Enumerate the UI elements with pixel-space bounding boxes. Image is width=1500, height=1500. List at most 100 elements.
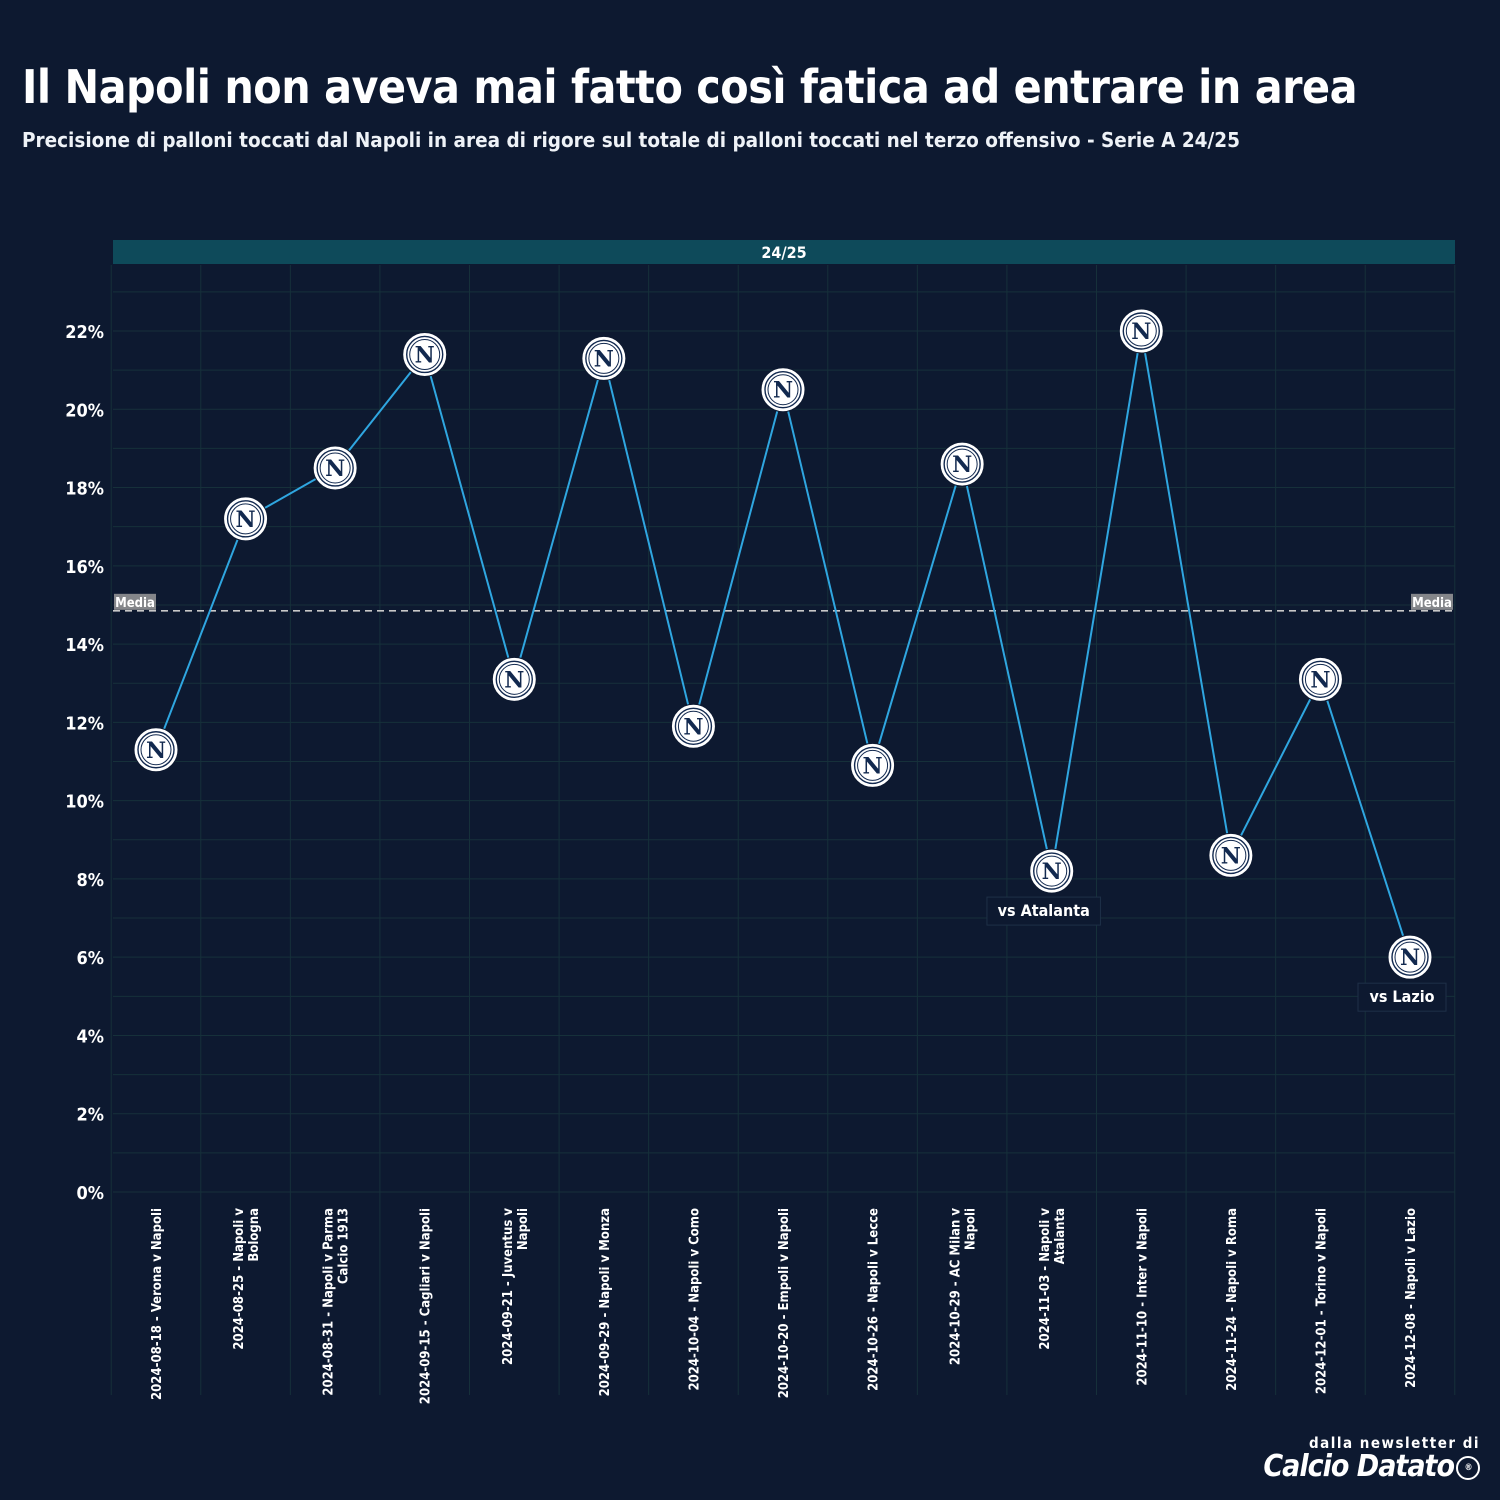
ball-icon: ® (1456, 1455, 1480, 1480)
y-tick-label: 4% (77, 1026, 105, 1047)
annotation-box (986, 896, 1101, 926)
napoli-badge-icon: N (146, 738, 166, 764)
x-tick-label: 2024-08-18 - Verona v Napoli (150, 1208, 165, 1400)
marker-ring (943, 445, 981, 483)
x-tick-label: 2024-09-29 - Napoli v Monza (598, 1208, 613, 1396)
marker-inner-ring (230, 503, 262, 535)
x-tick-label-line: Atalanta (1053, 1208, 1068, 1264)
y-tick-label: 20% (65, 400, 104, 421)
footer-brand-text: Calcio Datato (1263, 1449, 1455, 1484)
napoli-badge-icon: N (1310, 667, 1330, 693)
marker-inner-ring (409, 338, 441, 370)
x-tick-label: 2024-10-29 - AC Milan v Napoli (949, 1208, 979, 1365)
marker-outer (133, 727, 179, 773)
marker-ring (495, 660, 533, 699)
marker-ring (1122, 312, 1160, 350)
x-tick-label-line: Calcio 1913 (337, 1208, 352, 1284)
marker-outer (850, 742, 896, 788)
y-tick-label: 6% (77, 948, 105, 969)
y-tick-label: 2% (77, 1105, 105, 1126)
data-point: N (402, 331, 448, 377)
mean-label-right: Media (1412, 596, 1452, 611)
x-tick-label-line: 2024-08-25 - Napoli v (232, 1208, 247, 1350)
x-tick-label-line: 2024-10-26 - Napoli v Lecce (867, 1208, 882, 1391)
x-tick-label: 2024-11-03 - Napoli v Atalanta (1038, 1208, 1068, 1350)
x-tick-label: 2024-10-26 - Napoli v Lecce (867, 1208, 882, 1391)
napoli-badge-icon: N (1221, 843, 1241, 869)
napoli-badge-icon: N (504, 667, 524, 693)
marker-inner-ring (677, 710, 709, 742)
marker-ring (137, 731, 175, 769)
marker-inner-ring (319, 452, 351, 484)
y-tick-label: 8% (77, 870, 105, 891)
x-tick-label: 2024-09-15 - Cagliari v Napoli (419, 1208, 434, 1404)
data-point: N (1387, 934, 1433, 980)
marker-ring (1391, 938, 1429, 976)
mean-label-left: Media (115, 596, 155, 611)
data-point: N (850, 742, 896, 788)
mean-label-box (114, 593, 156, 610)
marker-ring (764, 371, 802, 409)
chart-title: Il Napoli non aveva mai fatto così fatic… (22, 60, 1358, 114)
marker-outer (939, 441, 985, 487)
marker-ring (585, 339, 623, 378)
x-tick-label: 2024-11-10 - Inter v Napoli (1135, 1208, 1150, 1386)
marker-outer (1387, 934, 1433, 980)
napoli-badge-icon: N (863, 753, 883, 779)
x-tick-label-line: 2024-09-15 - Cagliari v Napoli (419, 1208, 434, 1404)
data-point: N (760, 367, 806, 413)
x-tick-label-line: Napoli (516, 1208, 531, 1250)
x-tick-label: 2024-08-31 - Napoli v Parma Calcio 1913 (322, 1208, 352, 1396)
facet-label: 24/25 (761, 243, 806, 262)
napoli-badge-icon: N (1131, 319, 1151, 345)
footer-brand-logo: Calcio Datato ® (1263, 1452, 1480, 1482)
data-point: N (491, 656, 537, 702)
annotation-box (1357, 982, 1447, 1012)
y-tick-label: 14% (65, 635, 104, 656)
napoli-badge-icon: N (773, 378, 793, 404)
data-point: N (312, 445, 358, 491)
data-point: N (581, 335, 627, 381)
marker-outer (491, 656, 537, 702)
marker-inner-ring (1304, 663, 1336, 695)
x-tick-label-line: 2024-11-10 - Inter v Napoli (1135, 1208, 1150, 1386)
x-tick-label-line: 2024-11-24 - Napoli v Roma (1225, 1208, 1240, 1391)
marker-inner-ring (1394, 941, 1426, 973)
marker-ring (406, 335, 444, 374)
x-tick-label: 2024-10-20 - Empoli v Napoli (777, 1208, 792, 1398)
x-tick-label-line: 2024-08-31 - Napoli v Parma (322, 1208, 337, 1396)
marker-outer (1029, 848, 1075, 894)
marker-outer (1297, 656, 1343, 702)
marker-ring (853, 746, 892, 785)
annotation-label: vs Atalanta (998, 901, 1090, 920)
x-tick-label: 2024-12-08 - Napoli v Lazio (1404, 1208, 1419, 1388)
napoli-badge-icon: N (594, 346, 614, 372)
x-tick-label-line: 2024-09-29 - Napoli v Monza (598, 1208, 613, 1396)
x-tick-label-line: 2024-08-18 - Verona v Napoli (150, 1208, 165, 1400)
x-tick-label-line: 2024-12-01 - Torino v Napoli (1314, 1208, 1329, 1394)
data-point: N (1297, 656, 1343, 702)
marker-inner-ring (498, 663, 530, 695)
napoli-badge-icon: N (236, 507, 256, 533)
marker-ring (1301, 660, 1340, 699)
x-tick-label-line: 2024-11-03 - Napoli v (1038, 1208, 1053, 1350)
x-tick-label-line: 2024-09-21 - Juventus v (501, 1208, 516, 1365)
marker-ring (674, 707, 713, 745)
y-tick-label: 0% (77, 1183, 105, 1204)
x-tick-label-line: 2024-10-20 - Empoli v Napoli (777, 1208, 792, 1398)
marker-inner-ring (767, 374, 799, 406)
y-tick-label: 12% (65, 713, 104, 734)
marker-ring (226, 500, 265, 538)
x-tick-label: 2024-09-21 - Juventus v Napoli (501, 1208, 531, 1365)
data-point: N (1118, 308, 1164, 354)
y-tick-label: 16% (65, 557, 104, 578)
napoli-badge-icon: N (683, 714, 703, 740)
data-point: N (1029, 848, 1075, 894)
y-tick-label: 10% (65, 792, 104, 813)
x-tick-label-line: Napoli (964, 1208, 979, 1250)
marker-inner-ring (588, 342, 620, 374)
marker-outer (670, 703, 716, 749)
marker-outer (1208, 832, 1254, 878)
data-point: N (223, 496, 269, 542)
marker-inner-ring (1125, 315, 1157, 347)
